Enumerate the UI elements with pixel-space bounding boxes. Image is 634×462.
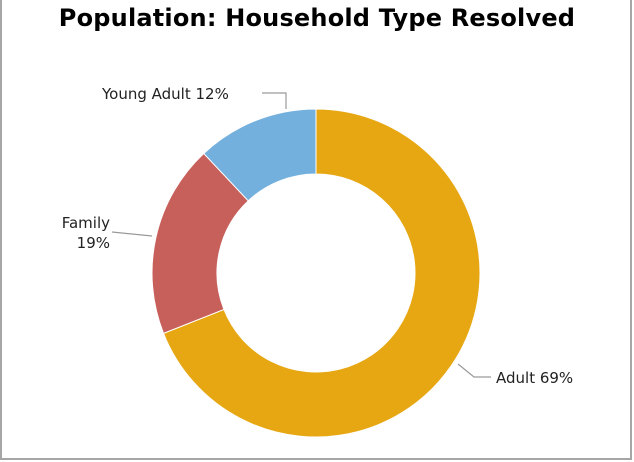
leader-lines bbox=[111, 92, 491, 378]
slice-young-adult[interactable] bbox=[203, 108, 317, 202]
donut-slices bbox=[151, 108, 481, 438]
label-adult: Adult 69% bbox=[496, 369, 573, 387]
leader-young-adult bbox=[262, 92, 287, 109]
leader-family bbox=[111, 231, 153, 237]
label-young-adult: Young Adult 12% bbox=[101, 85, 229, 103]
label-family-name: Family bbox=[62, 214, 110, 232]
leader-adult bbox=[457, 363, 491, 378]
slice-adult[interactable] bbox=[162, 108, 481, 438]
label-family-percent: 19% bbox=[77, 234, 110, 252]
chart-title: Population: Household Type Resolved bbox=[58, 4, 576, 32]
